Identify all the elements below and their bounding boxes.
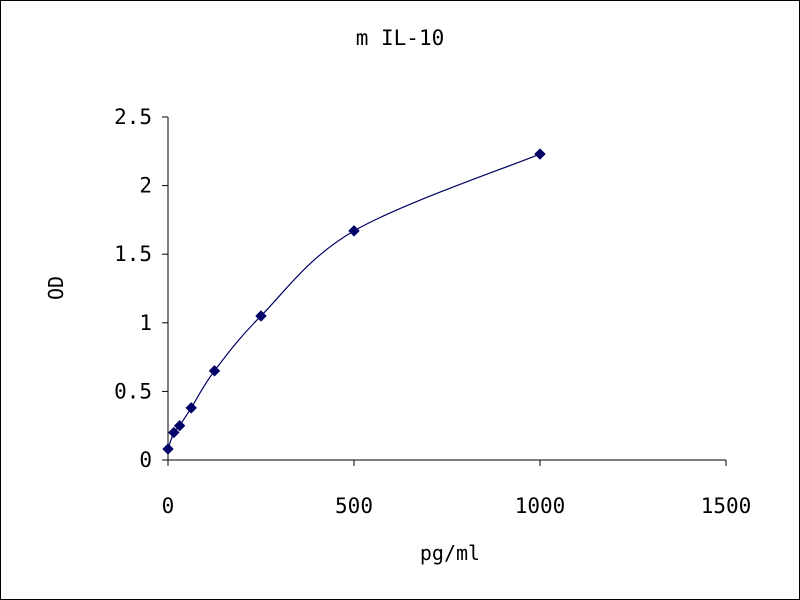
x-tick-label: 0 [162, 494, 175, 518]
x-axis-label: pg/ml [419, 541, 481, 565]
y-tick-label: 2 [139, 174, 152, 198]
y-tick-label: 0.5 [114, 379, 152, 403]
data-point-marker [185, 402, 197, 414]
data-point-marker [348, 225, 360, 237]
data-point-marker [173, 419, 186, 432]
y-tick-label: 0 [139, 448, 152, 472]
chart-title: m IL-10 [355, 26, 445, 50]
x-tick-label: 500 [335, 494, 373, 518]
y-tick-label: 1 [139, 311, 152, 335]
series-layer [162, 148, 546, 455]
data-point-marker [255, 310, 267, 322]
axes: 0 0.5 1 1.5 2 2.5 0 500 1000 1500 [114, 105, 751, 518]
data-point-marker [162, 443, 174, 455]
x-tick-label: 1500 [701, 494, 752, 518]
series-line [167, 153, 541, 450]
data-point-marker [168, 426, 180, 439]
y-tick-label: 2.5 [114, 105, 152, 129]
x-tick-label: 1000 [515, 494, 566, 518]
data-point-marker [534, 148, 546, 160]
data-point-marker [208, 365, 221, 377]
y-tick-label: 1.5 [114, 242, 152, 266]
